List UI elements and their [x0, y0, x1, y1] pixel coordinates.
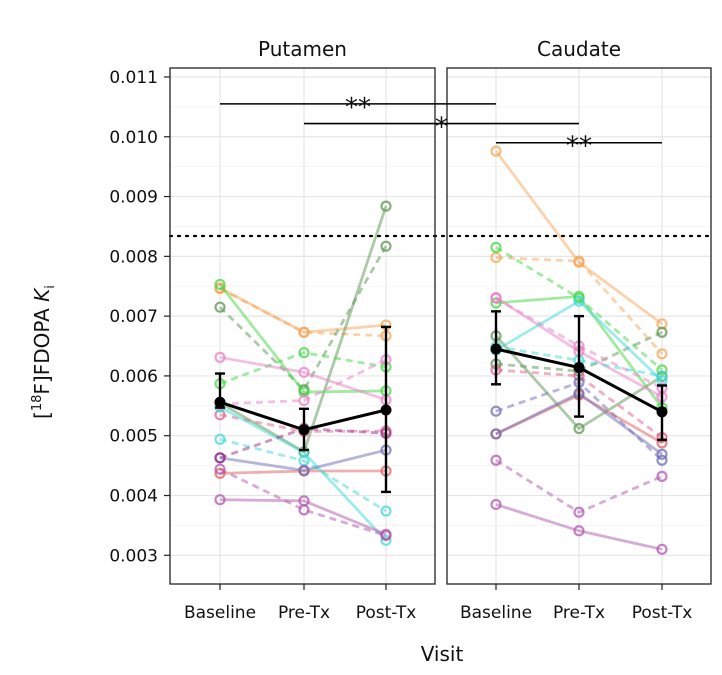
- subject-point: [214, 433, 226, 445]
- subject-point: [214, 467, 226, 479]
- subject-line: [495, 331, 663, 373]
- significance-layer: *****: [220, 93, 662, 162]
- subject-point: [573, 506, 585, 518]
- y-tick-label: 0.011: [109, 68, 158, 88]
- subject-line: [219, 358, 387, 406]
- significance-label: **: [345, 93, 371, 123]
- mean-point: [656, 406, 668, 418]
- subject-point: [214, 301, 226, 313]
- subject-point: [573, 255, 585, 267]
- subject-point: [656, 470, 668, 482]
- subject-point: [214, 494, 226, 506]
- x-tick-label: Post-Tx: [632, 603, 693, 623]
- significance-label: **: [566, 132, 592, 162]
- subject-line: [495, 256, 664, 355]
- subject-point: [380, 240, 392, 252]
- subject-line: [495, 459, 663, 514]
- y-tick-label: 0.010: [109, 128, 158, 148]
- subject-point: [214, 409, 226, 421]
- panel-title: Caudate: [537, 37, 621, 61]
- subject-line: [219, 405, 388, 542]
- mean-point: [490, 343, 502, 355]
- subject-line: [495, 503, 663, 551]
- x-tick-label: Pre-Tx: [553, 603, 605, 623]
- subject-point: [298, 464, 310, 476]
- subject-point: [298, 504, 310, 516]
- subject-point: [214, 463, 226, 475]
- subject-point: [573, 295, 585, 307]
- subject-point: [656, 370, 668, 382]
- subject-point: [298, 326, 310, 338]
- subject-point: [380, 534, 392, 546]
- subject-line: [219, 245, 388, 392]
- y-tick-label: 0.004: [109, 487, 158, 507]
- subject-line: [495, 296, 663, 390]
- mean-point: [573, 362, 585, 374]
- subject-point: [490, 428, 502, 440]
- subject-line: [495, 299, 663, 382]
- subject-line: [219, 286, 387, 334]
- subject-point: [490, 241, 502, 253]
- subject-point: [656, 348, 668, 360]
- subject-lines-layer: [214, 145, 668, 555]
- mean-layer: [214, 310, 668, 494]
- subject-line: [494, 150, 663, 326]
- subject-point: [490, 498, 502, 511]
- subject-point: [656, 454, 668, 466]
- subject-point: [490, 251, 502, 264]
- y-tick-label: 0.007: [109, 307, 158, 327]
- x-tick-label: Post-Tx: [356, 603, 417, 623]
- x-tick-label: Pre-Tx: [278, 603, 330, 623]
- subject-point: [214, 278, 226, 291]
- subject-point: [490, 405, 502, 417]
- subject-point: [214, 452, 226, 464]
- panel-frame: [169, 67, 436, 585]
- y-axis-title: [18F]FDOPA Ki: [30, 285, 58, 419]
- subject-line: [495, 368, 663, 439]
- axes-layer: Baseline Pre-Tx Post-Tx Baseline Pre-Tx Post-…: [109, 68, 692, 623]
- subject-line: [219, 351, 387, 386]
- y-tick-label: 0.006: [109, 367, 158, 387]
- subject-point: [298, 394, 310, 407]
- subject-line: [219, 448, 387, 472]
- subject-point: [656, 448, 668, 460]
- significance-label: *: [435, 113, 448, 143]
- y-tick-label: 0.003: [109, 546, 158, 566]
- subject-point: [380, 200, 392, 212]
- subject-point: [380, 505, 392, 517]
- mean-point: [298, 424, 310, 436]
- x-tick-label: Baseline: [460, 603, 532, 623]
- x-axis-title: Visit: [421, 642, 464, 666]
- subject-point: [298, 366, 310, 378]
- subject-point: [490, 145, 502, 157]
- subject-line: [219, 498, 387, 536]
- panel-title: Putamen: [258, 37, 347, 61]
- subject-line: [219, 467, 387, 537]
- subject-point: [573, 525, 585, 537]
- subject-point: [656, 326, 668, 338]
- subject-line: [219, 287, 387, 338]
- mean-point: [380, 404, 392, 416]
- subject-point: [656, 364, 668, 376]
- subject-point: [573, 422, 585, 435]
- subject-point: [490, 292, 502, 304]
- subject-point: [490, 454, 502, 466]
- x-tick-label: Baseline: [184, 603, 256, 623]
- subject-point: [656, 543, 668, 555]
- y-tick-label: 0.005: [109, 427, 158, 447]
- y-tick-label: 0.009: [109, 188, 158, 208]
- grid-layer: [170, 68, 711, 584]
- mean-point: [214, 396, 226, 408]
- subject-line: [219, 356, 387, 402]
- y-tick-label: 0.008: [109, 247, 158, 267]
- subject-point: [214, 351, 226, 363]
- subject-point: [298, 347, 310, 359]
- subject-line: [219, 437, 387, 513]
- subject-point: [380, 529, 392, 542]
